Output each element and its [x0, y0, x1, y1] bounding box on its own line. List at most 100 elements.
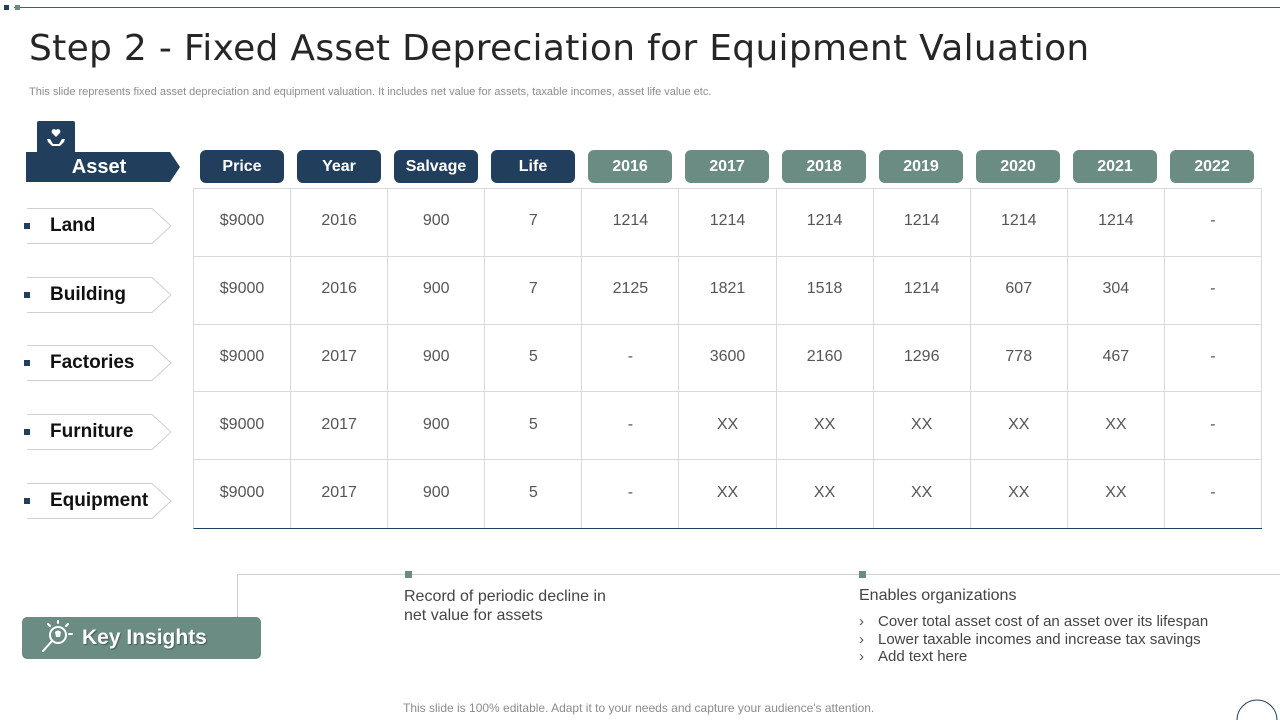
row-bullet	[24, 498, 30, 504]
table-cell: 607	[970, 256, 1068, 325]
row-label-arrow-shape	[27, 277, 172, 313]
insight-point-2-heading: Enables organizations	[859, 587, 1017, 604]
row-label-arrow-shape	[27, 208, 172, 244]
table-cell: -	[1165, 460, 1262, 528]
row-label-building: Building	[24, 277, 172, 313]
column-header-2018: 2018	[782, 150, 866, 183]
slide-subtitle: This slide represents fixed asset deprec…	[29, 86, 712, 98]
row-label-land: Land	[24, 208, 172, 244]
table-cell: -	[1164, 324, 1262, 393]
column-header-2016: 2016	[588, 150, 672, 183]
table-cell: 7	[485, 189, 583, 257]
slide-footer: This slide is 100% editable. Adapt it to…	[403, 701, 875, 715]
table-cell: 304	[1067, 256, 1165, 325]
key-insights-banner: Key Insights	[22, 617, 261, 659]
chevron-right-icon: ›	[859, 613, 864, 630]
table-cell: -	[582, 392, 680, 461]
insight-marker-2	[859, 571, 866, 578]
row-label-furniture: Furniture	[24, 414, 172, 450]
table-cell: 1214	[970, 189, 1068, 257]
column-header-2017: 2017	[685, 150, 769, 183]
table-cell: XX	[874, 460, 971, 528]
table-cell: -	[1164, 256, 1262, 325]
table-cell: 2017	[291, 392, 389, 461]
insight-marker-1	[405, 571, 412, 578]
row-label-arrow-shape	[27, 414, 172, 450]
table-cell: 1518	[776, 256, 874, 325]
table-cell: $9000	[194, 324, 292, 393]
table-cell: 2016	[291, 189, 389, 257]
column-header-life: Life	[491, 150, 575, 183]
table-cell: 2017	[291, 460, 389, 528]
table-cell: 900	[388, 392, 486, 461]
table-cell: XX	[776, 392, 874, 461]
table-cell: XX	[873, 392, 971, 461]
row-label-arrow-shape	[27, 345, 172, 381]
chevron-right-icon: ›	[859, 630, 864, 648]
list-item-text: Cover total asset cost of an asset over …	[878, 613, 1209, 630]
top-square-navy	[4, 5, 9, 10]
table-cell: XX	[1067, 392, 1165, 461]
row-label-text: Building	[50, 284, 126, 305]
table-cell: 1214	[582, 189, 680, 257]
insight-point-2-list: › Cover total asset cost of an asset over…	[859, 613, 1208, 666]
list-item-text: Add text here	[878, 648, 968, 665]
key-insights-label: Key Insights	[82, 626, 207, 649]
top-square-sage	[15, 5, 20, 10]
top-rule	[14, 7, 1280, 8]
table-cell: 2017	[291, 324, 389, 393]
table-cell: 1296	[873, 324, 971, 393]
list-item-text: Lower taxable incomes and increase tax s…	[878, 630, 1201, 648]
table-cell: 900	[388, 256, 486, 325]
table-cell: 1214	[1067, 189, 1165, 257]
corner-arc-decoration	[1236, 699, 1278, 720]
row-label-text: Equipment	[50, 490, 149, 511]
table-cell: 467	[1067, 324, 1165, 393]
table-cell: 778	[970, 324, 1068, 393]
column-header-2021: 2021	[1073, 150, 1157, 183]
list-item: › Lower taxable incomes and increase tax …	[859, 631, 1208, 649]
list-item: › Add text here	[859, 648, 1208, 666]
table-cell: 5	[485, 324, 583, 393]
depreciation-table: $9000 2016 900 7 1214 1214 1214 1214 1214 1214- $9…	[193, 188, 1262, 529]
column-header-salvage: Salvage	[394, 150, 478, 183]
table-cell: 2125	[582, 256, 680, 325]
lightbulb-magnifier-icon	[38, 620, 74, 656]
row-label-text: Land	[50, 215, 96, 236]
row-label-text: Factories	[50, 352, 135, 373]
table-cell: 1821	[679, 256, 777, 325]
row-label-text: Furniture	[50, 421, 134, 442]
table-cell: -	[582, 460, 680, 528]
table-cell: $9000	[194, 460, 292, 528]
table-cell: $9000	[194, 256, 292, 325]
table-cell: 3600	[679, 324, 777, 393]
table-cell: 7	[485, 256, 583, 325]
chevron-right-icon: ›	[859, 648, 864, 665]
table-cell: 1214	[873, 256, 971, 325]
table-cell: XX	[679, 460, 777, 528]
column-header-2019: 2019	[879, 150, 963, 183]
row-bullet	[24, 360, 30, 366]
hand-holding-icon	[37, 121, 75, 155]
row-bullet	[24, 292, 30, 298]
table-cell: 1214	[679, 189, 777, 257]
row-label-arrow-shape	[27, 483, 172, 519]
table-cell: $9000	[194, 189, 292, 257]
table-cell: 1214	[776, 189, 874, 257]
table-cell: 1214	[873, 189, 971, 257]
table-cell: 900	[388, 189, 486, 257]
slide-title: Step 2 - Fixed Asset Depreciation for Eq…	[29, 28, 1090, 69]
column-header-2022: 2022	[1170, 150, 1254, 183]
column-header-2020: 2020	[976, 150, 1060, 183]
table-cell: XX	[971, 460, 1068, 528]
table-cell: 900	[388, 324, 486, 393]
row-bullet	[24, 429, 30, 435]
asset-header-label: Asset	[71, 155, 127, 178]
table-cell: -	[582, 324, 680, 393]
table-cell: XX	[777, 460, 874, 528]
row-bullet	[24, 223, 30, 229]
table-cell: 2016	[291, 256, 389, 325]
list-item: › Cover total asset cost of an asset over…	[859, 613, 1208, 631]
table-cell: -	[1164, 189, 1262, 257]
column-header-year: Year	[297, 150, 381, 183]
